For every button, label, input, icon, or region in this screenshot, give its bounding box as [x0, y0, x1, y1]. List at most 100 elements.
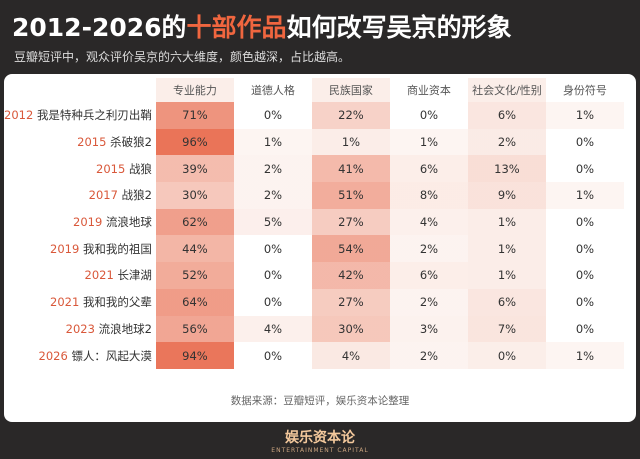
row-film: 镖人：风起大漠 — [71, 348, 152, 363]
row-label: 2019 流浪地球 — [4, 209, 156, 236]
row: 2015 杀破狼2 96% 1% 1% 1% 2% 0% — [4, 128, 624, 156]
row-label: 2026 镖人：风起大漠 — [4, 342, 156, 369]
heat-cell: 2% — [233, 182, 312, 209]
row-label: 2019 我和我的祖国 — [4, 235, 156, 262]
title-part: 2012-2026的 — [12, 13, 187, 42]
heat-cell: 5% — [233, 208, 312, 236]
heat-cell: 1% — [467, 235, 546, 263]
row-film: 我是特种兵之利刃出鞘 — [36, 108, 152, 123]
column-header: 社会文化/性别 — [467, 78, 546, 102]
card: 专业能力 道德人格 民族国家 商业资本 社会文化/性别 身份符号 2012 我是特种兵之利刃… — [4, 74, 636, 422]
heat-cell: 1% — [545, 342, 624, 369]
row-film: 我和我的父辈 — [82, 295, 152, 310]
row-label: 2017 战狼2 — [4, 182, 156, 209]
row-film: 长津湖 — [117, 268, 152, 283]
logo-subtext: ENTERTAINMENT CAPITAL — [271, 447, 369, 454]
heat-cell: 51% — [311, 182, 390, 209]
header-row: 专业能力 道德人格 民族国家 商业资本 社会文化/性别 身份符号 — [4, 78, 624, 102]
subtitle: 豆瓣短评中，观众评价吴京的六大维度，颜色越深，占比越高。 — [14, 50, 351, 64]
row-label: 2021 我和我的父辈 — [4, 289, 156, 316]
heat-cell: 2% — [467, 128, 546, 156]
heat-cell: 64% — [155, 288, 234, 316]
row-year: 2019 — [50, 241, 80, 256]
column-header: 道德人格 — [250, 84, 295, 97]
column-header: 身份符号 — [562, 84, 607, 97]
heat-cell: 9% — [467, 182, 546, 209]
row-year: 2017 — [88, 188, 118, 203]
heat-cell: 0% — [263, 348, 283, 363]
row-label: 2015 杀破狼2 — [4, 129, 156, 156]
heat-cell: 54% — [311, 235, 390, 263]
row-label: 2012 我是特种兵之利刃出鞘 — [4, 102, 156, 129]
row: 2015 战狼 39% 2% 41% 6% 13% 0% — [4, 155, 624, 183]
row-film: 杀破狼2 — [110, 135, 152, 150]
heat-cell: 22% — [311, 102, 390, 129]
heat-cell: 0% — [263, 108, 283, 123]
row: 2019 流浪地球 62% 5% 27% 4% 1% 0% — [4, 208, 624, 236]
heat-cell: 6% — [389, 262, 468, 289]
row: 2023 流浪地球2 56% 4% 30% 3% 7% 0% — [4, 315, 624, 343]
heat-cell: 27% — [311, 288, 390, 316]
corner — [4, 78, 156, 102]
heat-cell: 0% — [575, 295, 595, 310]
heat-cell: 1% — [389, 128, 468, 156]
heat-cell: 4% — [311, 342, 390, 369]
heat-cell: 3% — [389, 315, 468, 343]
heat-cell: 1% — [467, 262, 546, 289]
heat-cell: 42% — [311, 262, 390, 289]
heat-cell: 1% — [545, 102, 624, 129]
heat-cell: 94% — [155, 342, 234, 369]
row-film: 战狼2 — [121, 188, 152, 203]
row-year: 2026 — [38, 348, 68, 363]
row-film: 流浪地球 — [105, 215, 152, 230]
row-film: 战狼 — [128, 161, 152, 176]
heat-cell: 13% — [467, 155, 546, 183]
row: 2021 我和我的父辈 64% 0% 27% 2% 6% 0% — [4, 288, 624, 316]
heat-cell: 1% — [233, 128, 312, 156]
heat-cell: 0% — [575, 161, 595, 176]
heat-cell: 4% — [389, 208, 468, 236]
row-year: 2021 — [84, 268, 114, 283]
heat-cell: 2% — [389, 288, 468, 316]
row-label: 2021 长津湖 — [4, 262, 156, 289]
heat-cell: 0% — [575, 268, 595, 283]
heat-cell: 39% — [155, 155, 234, 183]
row: 2026 镖人：风起大漠 94% 0% 4% 2% 0% 1% — [4, 342, 624, 369]
heat-cell: 41% — [311, 155, 390, 183]
heat-cell: 52% — [155, 262, 234, 289]
row-year: 2021 — [50, 295, 80, 310]
row: 2021 长津湖 52% 0% 42% 6% 1% 0% — [4, 262, 624, 289]
title-part: 如何改写吴京的形象 — [286, 13, 512, 42]
row: 2012 我是特种兵之利刃出鞘 71% 0% 22% 0% 6% 1% — [4, 102, 624, 129]
source: 数据来源：豆瓣短评，娱乐资本论整理 — [230, 395, 410, 407]
column-header: 专业能力 — [155, 78, 234, 102]
title-highlight: 十部作品 — [186, 13, 287, 42]
row-year: 2012 — [4, 108, 34, 123]
row-film: 我和我的祖国 — [82, 241, 152, 256]
heat-cell: 0% — [467, 342, 546, 369]
row-year: 2023 — [65, 321, 95, 336]
heat-cell: 0% — [263, 241, 283, 256]
heat-cell: 0% — [575, 215, 595, 230]
heat-cell: 96% — [155, 128, 234, 156]
heat-cell: 7% — [467, 315, 546, 343]
heat-cell: 2% — [389, 235, 468, 263]
heat-cell: 44% — [155, 235, 234, 263]
heat-cell: 4% — [233, 315, 312, 343]
row: 2017 战狼2 30% 2% 51% 8% 9% 1% — [4, 182, 624, 209]
logo-text: 娱乐资本论 — [285, 430, 355, 446]
title: 2012-2026的十部作品如何改写吴京的形象 — [12, 8, 512, 44]
heat-cell: 1% — [545, 182, 624, 209]
row-label: 2015 战狼 — [4, 155, 156, 182]
heat-cell: 0% — [263, 295, 283, 310]
heat-cell: 2% — [389, 342, 468, 369]
heat-cell: 6% — [467, 288, 546, 316]
heat-cell: 30% — [311, 315, 390, 343]
heat-cell: 0% — [575, 135, 595, 150]
heat-cell: 27% — [311, 208, 390, 236]
heatmap-table: 专业能力 道德人格 民族国家 商业资本 社会文化/性别 身份符号 2012 我是特种兵之利刃… — [4, 78, 624, 369]
heat-cell: 30% — [155, 182, 234, 209]
heat-cell: 0% — [575, 241, 595, 256]
heat-cell: 0% — [575, 321, 595, 336]
